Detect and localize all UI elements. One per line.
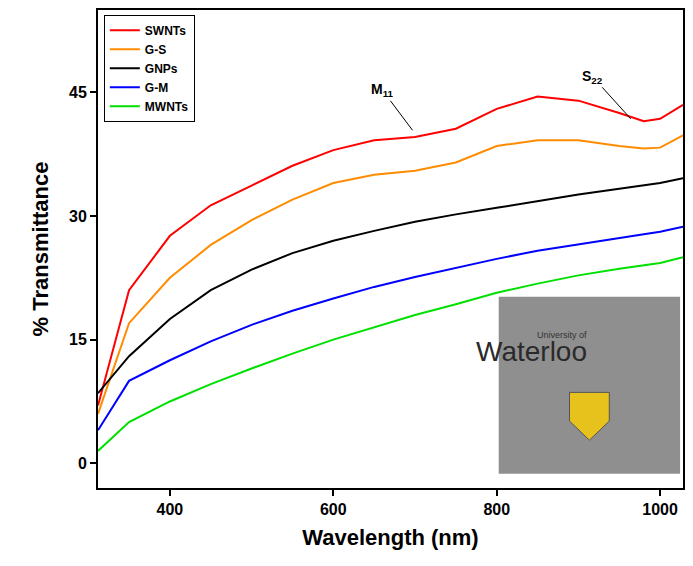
svg-text:0: 0 (78, 455, 87, 472)
svg-text:600: 600 (320, 501, 347, 518)
svg-text:400: 400 (157, 501, 184, 518)
svg-text:M​11​: M​11​ (371, 81, 394, 99)
svg-text:45: 45 (69, 84, 87, 101)
svg-text:30: 30 (69, 208, 87, 225)
svg-text:15: 15 (69, 331, 87, 348)
svg-text:SWNTs: SWNTs (145, 24, 186, 38)
svg-text:1000: 1000 (642, 501, 678, 518)
svg-text:S​22​: S​22​ (582, 68, 603, 86)
svg-text:800: 800 (483, 501, 510, 518)
svg-text:University of: University of (537, 330, 587, 340)
svg-text:GNPs: GNPs (145, 62, 178, 76)
svg-text:MWNTs: MWNTs (145, 100, 188, 114)
svg-text:Wavelength (nm): Wavelength (nm) (302, 525, 478, 550)
svg-text:% Transmittance: % Transmittance (28, 162, 53, 337)
svg-text:G-M: G-M (145, 81, 168, 95)
svg-text:G-S: G-S (145, 43, 166, 57)
svg-text:Waterloo: Waterloo (476, 336, 587, 367)
